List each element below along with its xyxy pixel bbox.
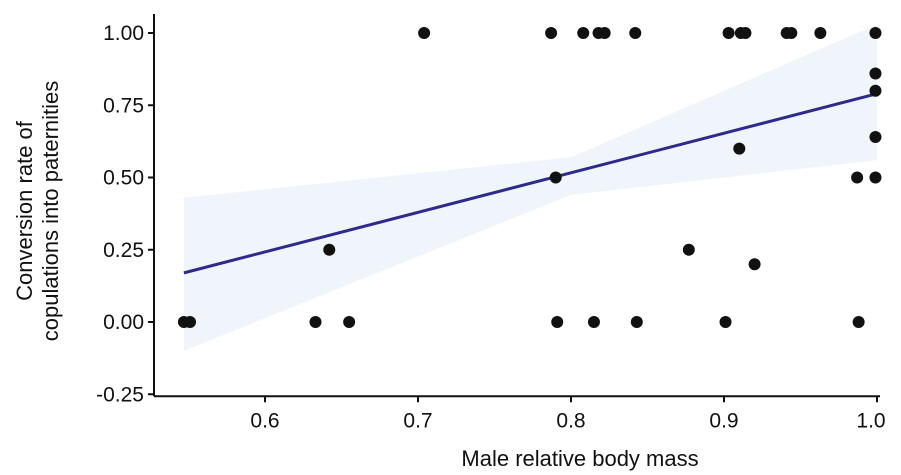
data-point-26 (851, 171, 864, 184)
data-point-32 (869, 171, 882, 184)
y-axis-title: Conversion rate of copulations into pate… (12, 81, 63, 342)
data-point-11 (587, 316, 600, 328)
y-axis-title-line-2: copulations into paternities (38, 81, 63, 342)
data-point-30 (869, 84, 882, 97)
data-point-6 (418, 27, 431, 39)
y-tick-label: -0.25 (96, 383, 144, 406)
data-point-31 (869, 131, 882, 144)
data-point-14 (629, 27, 642, 39)
data-point-10 (577, 27, 590, 39)
data-point-2 (184, 316, 197, 328)
y-axis-title-line-1: Conversion rate of (12, 120, 37, 301)
axes (148, 14, 880, 403)
data-point-16 (682, 243, 695, 256)
x-tick-label: 0.7 (403, 409, 432, 432)
data-point-28 (869, 27, 882, 39)
data-point-3 (309, 316, 322, 328)
confidence-band-layer (183, 24, 877, 351)
data-point-13 (598, 27, 611, 39)
data-point-21 (739, 27, 752, 39)
tick-labels: -0.25 0.00 0.25 0.50 0.75 1.00 0.6 0.7 0.8 0.9 1.0 (96, 22, 885, 432)
trend-line-layer (183, 92, 878, 275)
data-point-4 (323, 243, 336, 256)
data-point-29 (869, 67, 882, 80)
data-point-15 (630, 316, 643, 328)
y-tick-label: 0.75 (103, 94, 144, 117)
data-point-27 (852, 316, 865, 328)
y-tick-label: 0.00 (103, 311, 144, 334)
data-point-17 (719, 316, 732, 328)
x-tick-label: 0.9 (709, 409, 738, 432)
data-point-5 (343, 316, 356, 328)
y-tick-label: 0.25 (103, 239, 144, 262)
x-tick-label: 1.0 (856, 409, 885, 432)
y-tick-label: 1.00 (103, 22, 144, 45)
trend-line (183, 92, 878, 275)
data-point-19 (733, 142, 746, 155)
data-point-24 (785, 27, 798, 39)
x-axis-title: Male relative body mass (461, 446, 698, 471)
data-points (177, 27, 882, 328)
x-tick-label: 0.8 (556, 409, 585, 432)
data-point-9 (551, 316, 564, 328)
data-point-18 (722, 27, 735, 39)
confidence-band (183, 24, 877, 351)
data-point-8 (549, 171, 562, 184)
data-point-25 (814, 27, 827, 39)
y-tick-label: 0.50 (103, 167, 144, 190)
data-point-7 (545, 27, 558, 39)
data-point-22 (748, 258, 761, 271)
x-tick-label: 0.6 (250, 409, 279, 432)
